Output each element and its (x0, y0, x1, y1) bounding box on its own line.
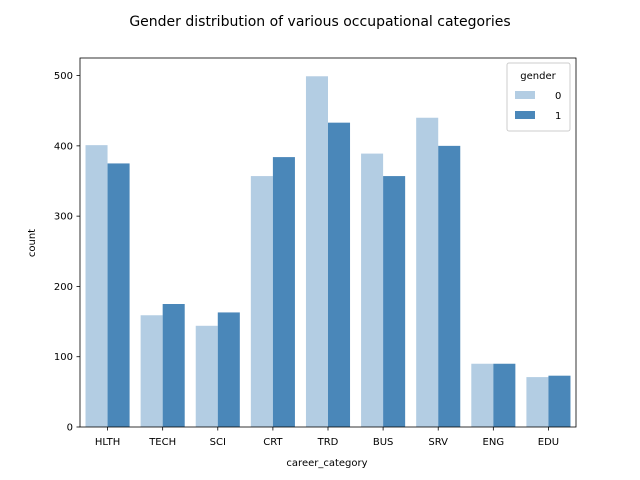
bar-tech-gender-1 (162, 304, 185, 427)
bar-crt-gender-0 (250, 176, 273, 427)
bar-crt-gender-1 (272, 157, 295, 427)
x-tick-label: SRV (428, 437, 448, 448)
y-tick-label: 500 (54, 71, 73, 82)
bar-trd-gender-0 (305, 76, 328, 428)
y-axis-title: count (27, 229, 38, 257)
y-tick-label: 400 (54, 141, 73, 152)
y-tick-label: 100 (54, 352, 73, 363)
bar-bus-gender-1 (383, 176, 406, 427)
bar-trd-gender-1 (328, 122, 351, 427)
legend: gender 0 1 (506, 62, 571, 132)
x-tick-label: HLTH (95, 437, 120, 448)
x-tick-label: TECH (148, 437, 176, 448)
x-tick-label: SCI (210, 437, 226, 448)
bar-eng-gender-0 (471, 363, 494, 427)
legend-swatch-1 (515, 111, 535, 119)
bar-sci-gender-1 (217, 312, 240, 427)
bar-tech-gender-0 (140, 315, 163, 427)
x-tick-label: EDU (538, 437, 559, 448)
bar-edu-gender-1 (548, 375, 571, 427)
bar-bus-gender-0 (361, 153, 384, 427)
chart-title: Gender distribution of various occupatio… (129, 14, 510, 30)
legend-swatch-0 (515, 91, 535, 99)
bar-hlth-gender-1 (107, 163, 130, 427)
bar-edu-gender-0 (526, 377, 549, 427)
x-tick-label: ENG (483, 437, 505, 448)
y-tick-label: 300 (54, 212, 73, 223)
legend-label-0: 0 (555, 91, 561, 102)
x-tick-label: CRT (263, 437, 283, 448)
x-axis-ticks: HLTH TECH SCI CRT TRD BUS SRV ENG EDU (95, 427, 559, 448)
y-tick-label: 0 (67, 423, 73, 434)
legend-title: gender (520, 71, 556, 82)
legend-label-1: 1 (555, 111, 561, 122)
bar-srv-gender-1 (438, 145, 461, 428)
bar-eng-gender-1 (493, 363, 516, 427)
y-tick-label: 200 (54, 282, 73, 293)
x-tick-label: TRD (317, 437, 339, 448)
x-tick-label: BUS (373, 437, 394, 448)
x-axis-title: career_category (286, 458, 367, 469)
bar-hlth-gender-0 (85, 145, 108, 427)
bar-sci-gender-0 (195, 325, 218, 427)
plot-area (79, 57, 577, 428)
y-axis-ticks: 0 100 200 300 400 500 (54, 71, 80, 434)
bar-srv-gender-0 (416, 117, 439, 428)
